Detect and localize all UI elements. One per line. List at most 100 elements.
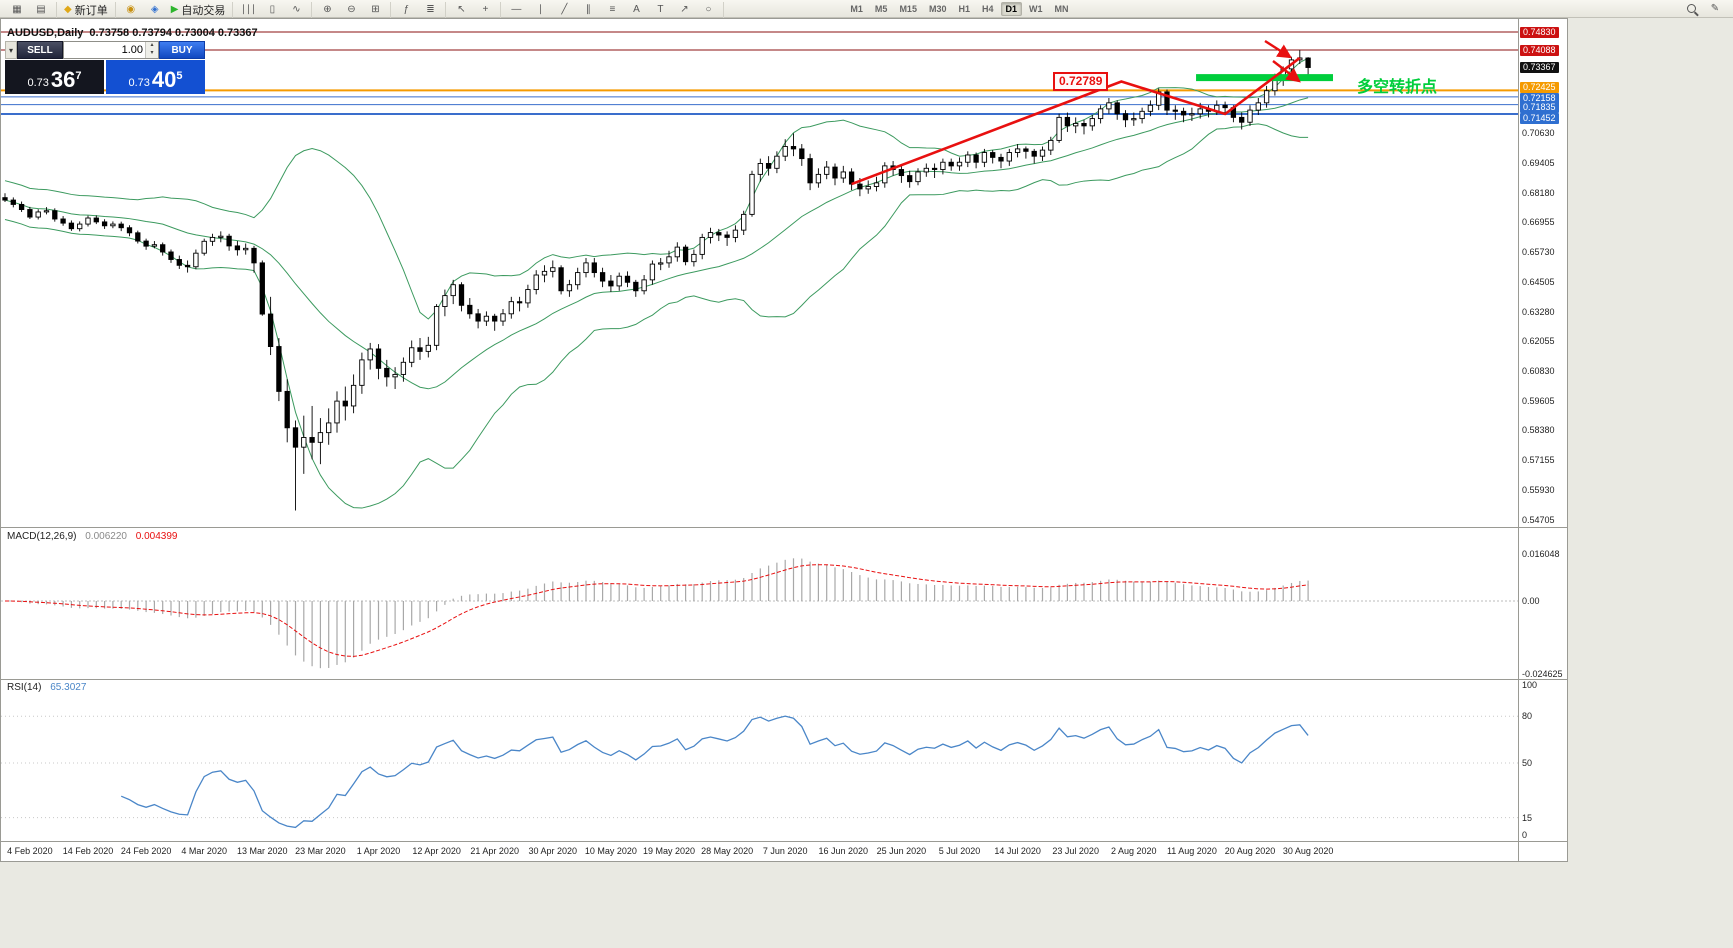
price-axis-label: 0.54705 (1522, 514, 1555, 525)
macd-axis-label: 0.016048 (1522, 548, 1560, 559)
candlestick-chart-icon[interactable]: ▯ (269, 4, 276, 16)
candle (865, 180, 871, 194)
macd-main-value: 0.006220 (85, 531, 127, 542)
cursor-icon[interactable]: ↖ (457, 4, 466, 16)
turning-point-label[interactable]: 多空转折点 (1357, 79, 1438, 96)
channel-icon[interactable]: ∥ (585, 4, 591, 16)
date-axis-label: 1 Apr 2020 (356, 846, 401, 856)
candle (525, 284, 531, 308)
price-axis-label: 0.68180 (1522, 187, 1555, 198)
price-axis-label: 0.57155 (1522, 455, 1555, 466)
direction-arrow[interactable] (1272, 60, 1301, 83)
candle (1247, 105, 1253, 126)
candle (201, 238, 207, 256)
autotrade-button[interactable]: ▶ 自动交易 (170, 4, 226, 17)
timeframe-h1-button[interactable]: H1 (958, 3, 970, 14)
candle (1239, 112, 1245, 130)
candle (1305, 57, 1311, 77)
zoom-in-icon[interactable]: ⊕ (323, 4, 332, 16)
timeframe-mn-button[interactable]: MN (1054, 3, 1069, 14)
candle (533, 270, 539, 295)
timeframe-h4-button[interactable]: H4 (981, 3, 994, 14)
trend-line[interactable] (851, 56, 1301, 186)
rsi-axis-label: 50 (1522, 758, 1533, 768)
macd-label: MACD(12,26,9) (7, 531, 77, 542)
volume-up-button[interactable]: ▴ (146, 42, 158, 50)
chart-profiles-icon[interactable]: ▤ (36, 4, 46, 16)
line-chart-icon[interactable]: ∿ (292, 4, 301, 16)
bar-chart-icon[interactable]: ∣∣∣ (240, 4, 256, 16)
buy-button[interactable]: BUY (159, 41, 205, 59)
candle (292, 420, 299, 511)
candle (790, 133, 797, 157)
candle (1139, 107, 1145, 124)
trade-panel-collapse-icon[interactable]: ▾ (5, 41, 17, 59)
candle (425, 336, 431, 358)
candle (234, 241, 241, 256)
price-axis-label: 0.66955 (1522, 217, 1555, 228)
volume-down-button[interactable]: ▾ (146, 50, 158, 58)
candle (948, 158, 954, 171)
candle (276, 338, 282, 402)
volume-input[interactable] (64, 42, 145, 58)
direction-arrow[interactable] (1264, 39, 1293, 59)
sell-price-prefix: 0.73 (27, 77, 49, 89)
search-icon[interactable] (1680, 0, 1702, 17)
candle (940, 158, 946, 175)
candle (541, 265, 548, 283)
candle (101, 219, 108, 229)
timeframe-m5-button[interactable]: M5 (874, 3, 888, 14)
macd-pane (1, 558, 1518, 669)
sell-price-button[interactable]: 0.73 36 7 (5, 60, 104, 94)
tile-windows-icon[interactable]: ⊞ (371, 4, 380, 16)
candle (981, 148, 988, 168)
timeframe-m15-button[interactable]: M15 (899, 3, 917, 14)
fibonacci-icon[interactable]: ≡ (609, 4, 616, 16)
candle (1056, 113, 1062, 143)
date-axis-label: 23 Jul 2020 (1052, 846, 1099, 856)
date-axis-label: 4 Feb 2020 (7, 846, 53, 856)
candle (218, 231, 224, 243)
indicators-icon[interactable]: ƒ (403, 4, 410, 16)
candle (143, 238, 149, 250)
shapes-icon[interactable]: ○ (705, 4, 712, 16)
market-icon[interactable]: ◈ (150, 4, 159, 16)
arrows-icon[interactable]: ↗ (680, 4, 689, 16)
crosshair-icon[interactable]: + (482, 4, 489, 16)
resistance-price-flag[interactable]: 0.72789 (1053, 72, 1109, 91)
trendline-icon[interactable]: ╱ (561, 4, 568, 16)
candle (467, 298, 473, 319)
candle (815, 168, 822, 188)
candle (649, 260, 656, 285)
new-order-button[interactable]: ◆ 新订单 (64, 4, 108, 17)
text-icon[interactable]: A (633, 4, 640, 16)
candle (848, 168, 855, 191)
support-zone-bar[interactable] (1196, 74, 1333, 82)
candle (716, 228, 722, 242)
timeframe-m30-button[interactable]: M30 (928, 3, 947, 14)
price-axis-label: 0.65730 (1522, 247, 1555, 258)
volume-spinner: ▴ ▾ (145, 42, 158, 58)
price-axis-label: 0.64505 (1522, 276, 1555, 287)
candle (1106, 97, 1112, 114)
edit-icon[interactable]: ✎ (1710, 3, 1720, 14)
horizontal-line-icon[interactable]: — (511, 4, 522, 16)
candle (1164, 89, 1170, 115)
vertical-line-icon[interactable]: ∣ (537, 4, 543, 16)
timeframe-d1-button[interactable]: D1 (1000, 1, 1023, 16)
objects-list-icon[interactable]: ≣ (426, 4, 435, 16)
label-icon[interactable]: T (657, 4, 664, 16)
buy-price-button[interactable]: 0.73 40 5 (106, 60, 205, 94)
mql5-community-icon[interactable]: ◉ (126, 4, 136, 16)
sell-button[interactable]: SELL (17, 41, 63, 59)
timeframe-w1-button[interactable]: W1 (1029, 3, 1043, 14)
candle (840, 165, 846, 183)
zoom-out-icon[interactable]: ⊖ (347, 4, 356, 16)
timeframe-m1-button[interactable]: M1 (850, 3, 863, 14)
new-chart-icon[interactable]: ▦ (12, 4, 22, 16)
candle (508, 296, 514, 319)
candle (77, 221, 83, 232)
candle (442, 289, 448, 317)
macd-signal-line (4, 564, 1309, 657)
